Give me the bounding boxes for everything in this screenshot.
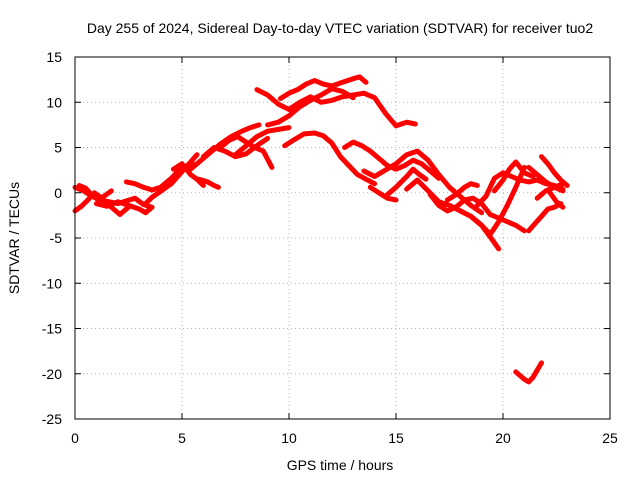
chart-title: Day 255 of 2024, Sidereal Day-to-day VTE… — [87, 20, 594, 36]
series-track-29 — [526, 201, 564, 234]
y-tick-label: -10 — [42, 275, 62, 291]
x-tick-label: 15 — [388, 430, 404, 446]
y-tick-label: 10 — [46, 94, 62, 110]
series-track-23 — [444, 181, 480, 203]
y-tick-label: 0 — [54, 185, 62, 201]
series-track-12 — [233, 125, 292, 158]
x-tick-label: 25 — [602, 430, 618, 446]
series-track-18 — [361, 148, 485, 216]
series-track-24 — [457, 164, 527, 237]
series-track-9 — [196, 176, 221, 190]
x-axis-label: GPS time / hours — [287, 457, 394, 473]
series-track-32 — [513, 360, 544, 385]
grid — [75, 57, 610, 419]
series-track-30 — [547, 190, 566, 210]
series-track-6 — [143, 152, 200, 207]
series-track-22 — [427, 192, 527, 234]
x-tick-label: 10 — [281, 430, 297, 446]
axis-ticks: 0 5 10 15 20 25 -25 -20 -15 -10 -5 0 5 10 15 — [42, 49, 618, 446]
series-track-5 — [93, 199, 155, 216]
y-tick-label: -15 — [42, 321, 62, 337]
series-track-15 — [277, 74, 369, 102]
series-track-4 — [123, 161, 196, 193]
series-track-13 — [254, 87, 418, 129]
plot-area — [72, 74, 570, 385]
series-track-11 — [218, 134, 275, 170]
y-tick-label: -5 — [50, 230, 63, 246]
y-axis-label: SDTVAR / TECUs — [6, 182, 22, 294]
series-track-20 — [367, 184, 399, 203]
x-tick-label: 0 — [71, 430, 79, 446]
series-track-26 — [491, 159, 536, 194]
y-tick-label: 15 — [46, 49, 62, 65]
y-tick-label: 5 — [54, 140, 62, 156]
x-tick-label: 20 — [495, 430, 511, 446]
series-track-16 — [282, 130, 378, 187]
series-track-14 — [265, 86, 356, 128]
series-track-19 — [382, 166, 429, 199]
y-tick-label: -20 — [42, 366, 62, 382]
series-track-3 — [76, 183, 114, 203]
series-track-31 — [534, 181, 566, 201]
y-tick-label: -25 — [42, 411, 62, 427]
x-tick-label: 5 — [178, 430, 186, 446]
